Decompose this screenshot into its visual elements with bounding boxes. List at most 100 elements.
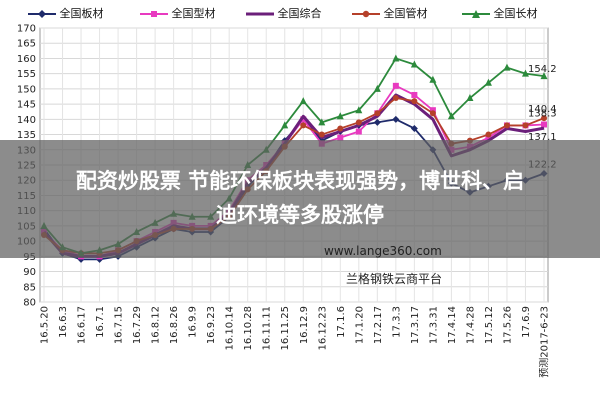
circle-marker-icon — [352, 10, 380, 18]
data-point-section — [541, 121, 547, 128]
banner-line-1: 配资炒股票 节能环保板块表现强势，博世科、启 — [75, 169, 525, 193]
data-point-long — [336, 112, 344, 120]
data-point-long — [373, 84, 381, 92]
legend-label-long: 全国长材 — [493, 7, 538, 20]
banner-line-2: 迪环境等多股涨停 — [216, 203, 384, 227]
data-point-long — [355, 106, 363, 114]
end-value-label: 138.3 — [528, 109, 557, 120]
legend-label-plate: 全国板材 — [59, 7, 104, 20]
data-point-section — [355, 128, 362, 135]
diamond-marker-icon — [28, 10, 56, 18]
y-tick-label: 80 — [23, 298, 36, 309]
news-banner-overlay: 配资炒股票 节能环保板块表现强势，博世科、启 迪环境等多股涨停 — [0, 140, 600, 258]
data-point-plate — [373, 118, 381, 126]
y-tick-label: 135 — [17, 130, 36, 141]
data-point-long — [466, 94, 474, 102]
platform-label: 兰格钢铁云商平台 — [346, 272, 443, 286]
x-tick-label: 17.3.31 — [428, 306, 439, 344]
x-tick-label: 17.4.14 — [447, 306, 458, 344]
data-point-pipe — [503, 122, 510, 129]
y-tick-label: 150 — [17, 84, 36, 95]
x-tick-label: 16.12.23 — [317, 306, 328, 351]
data-point-pipe — [429, 110, 436, 117]
x-tick-label: 16.6.3 — [58, 306, 69, 338]
data-point-long — [503, 63, 511, 71]
x-tick-label: 16.12.9 — [299, 306, 310, 344]
x-tick-label: 16.7.1 — [95, 306, 106, 338]
triangle-marker-icon — [462, 10, 490, 18]
end-value-label: 154.2 — [528, 64, 557, 75]
legend-item-section: 全国型材 — [140, 5, 216, 21]
x-tick-label: 16.8.26 — [169, 306, 180, 344]
watermark-url: www.lange360.com — [324, 244, 442, 258]
data-point-long — [540, 72, 548, 80]
x-tick-label: 16.9.9 — [188, 306, 199, 338]
data-point-section — [429, 107, 436, 114]
data-point-long — [447, 112, 455, 120]
legend: 全国板材 全国型材 全国综合 全国管材 — [0, 2, 600, 24]
data-point-section — [411, 91, 418, 98]
data-point-long — [429, 75, 437, 83]
data-point-pipe — [392, 95, 399, 102]
data-point-section — [392, 82, 399, 89]
y-tick-label: 170 — [17, 24, 36, 35]
x-tick-label: 17.3.3 — [391, 306, 402, 338]
data-point-long — [484, 78, 492, 86]
data-point-pipe — [374, 110, 381, 117]
data-point-long — [318, 118, 326, 126]
end-value-label: 137.1 — [528, 132, 557, 143]
y-tick-label: 85 — [23, 282, 36, 293]
data-point-pipe — [337, 125, 344, 132]
data-point-plate — [410, 124, 418, 132]
x-tick-label: 17.1.6 — [336, 306, 347, 338]
end-value-label: 140.4 — [528, 104, 557, 115]
data-point-pipe — [485, 131, 492, 138]
data-point-long — [281, 121, 289, 129]
x-tick-label: 17.1.20 — [354, 306, 365, 344]
x-tick-label: 17.5.12 — [484, 306, 495, 344]
data-point-plate — [392, 115, 400, 123]
data-point-pipe — [411, 98, 418, 105]
line-marker-icon — [246, 12, 274, 16]
x-tick-label: 16.7.29 — [132, 306, 143, 344]
y-tick-label: 165 — [17, 39, 36, 50]
data-point-pipe — [541, 115, 547, 122]
x-tick-label: 预测2017-6-23 — [538, 306, 551, 378]
y-tick-label: 145 — [17, 100, 36, 111]
legend-item-composite: 全国综合 — [246, 5, 322, 21]
x-tick-label: 16.9.23 — [206, 306, 217, 344]
x-tick-label: 16.7.15 — [114, 306, 125, 344]
banner-headline: 配资炒股票 节能环保板块表现强势，博世科、启 迪环境等多股涨停 — [0, 164, 600, 232]
x-tick-label: 16.11.11 — [262, 306, 273, 351]
y-tick-label: 140 — [17, 115, 36, 126]
legend-item-plate: 全国板材 — [28, 5, 104, 21]
legend-label-pipe: 全国管材 — [383, 7, 428, 20]
data-point-long — [299, 97, 307, 105]
x-tick-label: 17.3.17 — [410, 306, 421, 344]
x-tick-label: 17.4.28 — [465, 306, 476, 344]
data-point-pipe — [318, 131, 325, 138]
x-tick-label: 16.5.20 — [40, 306, 51, 344]
legend-label-section: 全国型材 — [171, 7, 216, 20]
data-point-long — [410, 60, 418, 68]
data-point-pipe — [522, 122, 529, 129]
data-point-section — [485, 134, 492, 141]
legend-label-composite: 全国综合 — [277, 7, 322, 20]
x-tick-label: 16.10.28 — [243, 306, 254, 351]
legend-item-long: 全国长材 — [462, 5, 538, 21]
x-tick-label: 17.6.9 — [521, 306, 532, 338]
data-point-section — [337, 134, 344, 141]
square-marker-icon — [140, 11, 168, 17]
data-point-long — [392, 54, 400, 62]
x-tick-label: 17.5.26 — [502, 306, 513, 344]
data-point-pipe — [300, 122, 307, 129]
y-tick-label: 155 — [17, 69, 36, 80]
y-tick-label: 90 — [23, 267, 36, 278]
x-tick-label: 16.8.12 — [151, 306, 162, 344]
y-tick-label: 160 — [17, 54, 36, 65]
data-point-section — [300, 116, 307, 123]
legend-item-pipe: 全国管材 — [352, 5, 428, 21]
x-tick-label: 16.11.25 — [280, 306, 291, 351]
x-tick-label: 16.6.17 — [77, 306, 88, 344]
